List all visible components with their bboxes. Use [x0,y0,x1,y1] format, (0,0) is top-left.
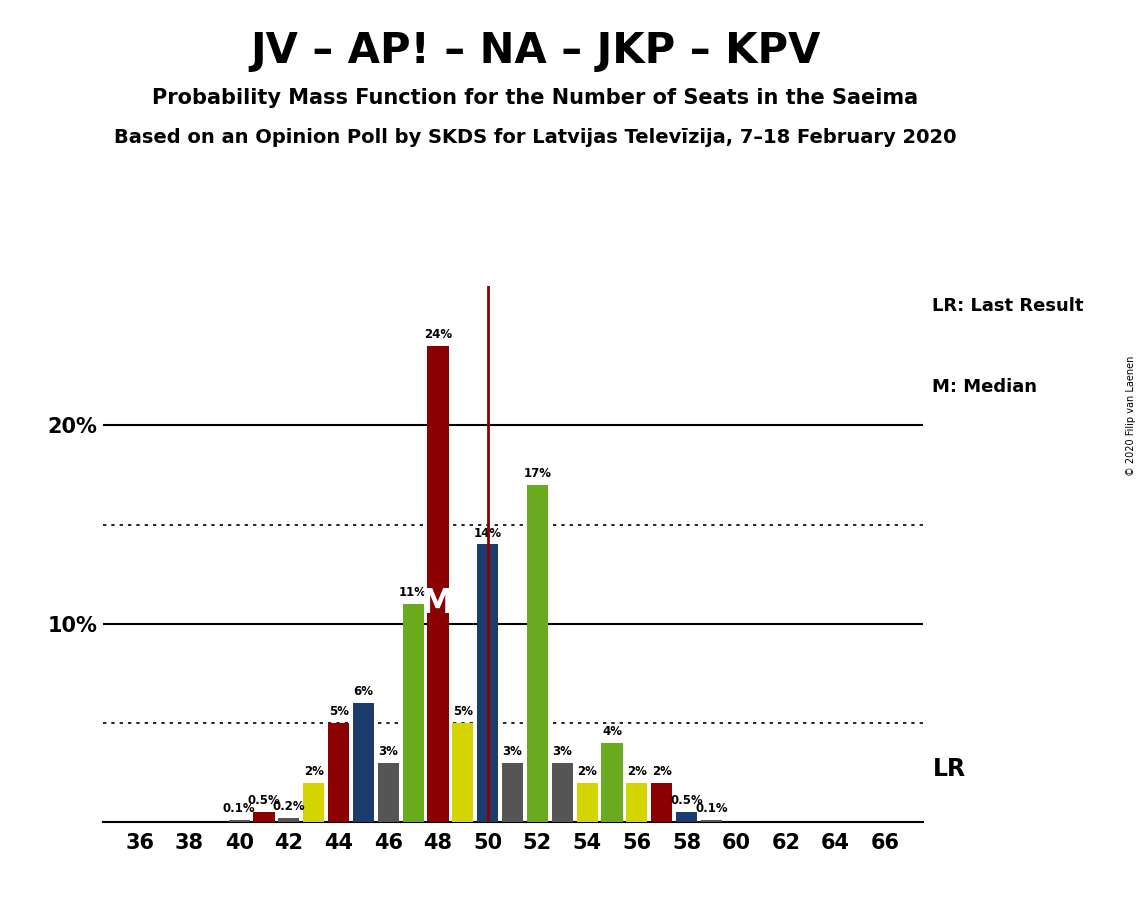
Bar [402,604,424,822]
Text: 4%: 4% [601,725,622,738]
Bar [700,821,722,822]
Bar [427,346,449,822]
Text: 3%: 3% [552,745,572,758]
Text: © 2020 Filip van Laenen: © 2020 Filip van Laenen [1126,356,1136,476]
Bar [278,819,300,822]
Bar [502,763,523,822]
Text: 5%: 5% [328,705,349,718]
Bar [601,743,623,822]
Bar [328,723,350,822]
Bar [303,783,325,822]
Bar [378,763,399,822]
Text: LR: Last Result: LR: Last Result [933,298,1084,315]
Text: 0.5%: 0.5% [247,795,280,808]
Text: 24%: 24% [424,328,452,341]
Text: 6%: 6% [353,686,374,699]
Text: Probability Mass Function for the Number of Seats in the Saeima: Probability Mass Function for the Number… [153,88,918,108]
Bar [254,812,274,822]
Text: 0.2%: 0.2% [272,800,305,813]
Bar [353,703,374,822]
Text: 0.1%: 0.1% [223,802,255,815]
Text: LR: LR [933,757,966,781]
Text: 3%: 3% [502,745,523,758]
Text: 17%: 17% [524,467,551,480]
Text: 14%: 14% [474,527,502,540]
Text: 2%: 2% [577,765,597,778]
Bar [551,763,573,822]
Text: M: Median: M: Median [933,378,1038,395]
Text: JV – AP! – NA – JKP – KPV: JV – AP! – NA – JKP – KPV [251,30,820,71]
Text: 11%: 11% [399,586,427,599]
Text: 2%: 2% [626,765,647,778]
Text: M: M [421,587,454,620]
Text: 0.5%: 0.5% [670,795,703,808]
Bar [229,821,249,822]
Bar [527,485,548,822]
Bar [652,783,672,822]
Bar [576,783,598,822]
Bar [452,723,474,822]
Text: 0.1%: 0.1% [695,802,728,815]
Text: 2%: 2% [652,765,672,778]
Text: Based on an Opinion Poll by SKDS for Latvijas Televīzija, 7–18 February 2020: Based on an Opinion Poll by SKDS for Lat… [114,128,957,147]
Text: 2%: 2% [304,765,323,778]
Bar [675,812,697,822]
Bar [477,544,498,822]
Text: 5%: 5% [453,705,473,718]
Text: 3%: 3% [378,745,399,758]
Bar [626,783,647,822]
